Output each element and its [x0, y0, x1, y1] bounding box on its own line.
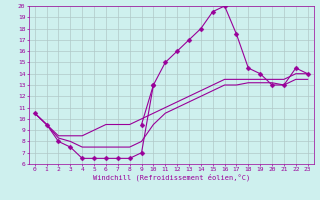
X-axis label: Windchill (Refroidissement éolien,°C): Windchill (Refroidissement éolien,°C)	[92, 174, 250, 181]
